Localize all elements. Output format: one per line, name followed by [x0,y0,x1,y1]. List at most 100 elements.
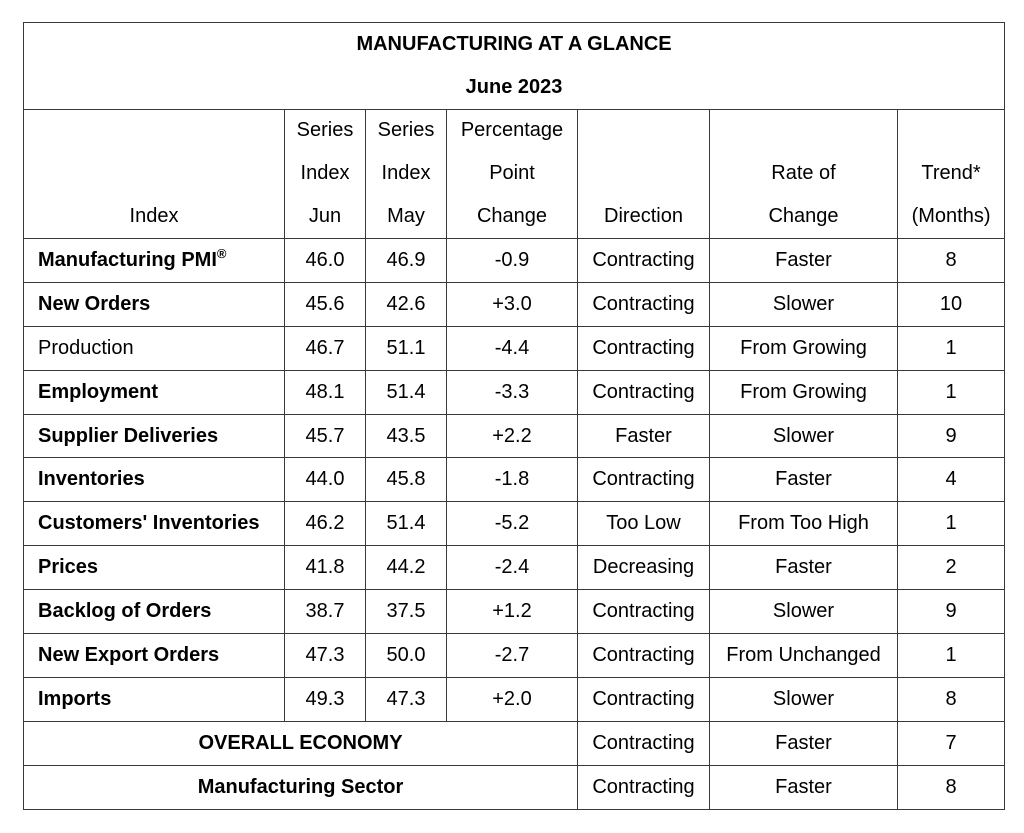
cell-series-may: 47.3 [365,676,447,722]
cell-direction: Too Low [577,501,710,547]
table-title: MANUFACTURING AT A GLANCE [22,22,1006,66]
row-index-label: Manufacturing PMI® [23,238,285,283]
cell-trend: 1 [896,633,1006,678]
table-row: Prices 41.8 44.2 -2.4 Decreasing Faster 2 [23,545,1006,591]
cell-rate-of-change: Slower [709,281,898,327]
index-name: Imports [38,687,112,710]
cell-trend: 1 [896,325,1006,371]
header-series-may: Series Index May [365,109,447,239]
index-name: Prices [38,556,99,579]
table-row: New Orders 45.6 42.6 +3.0 Contracting Slower 1… [23,281,1006,327]
cell-trend: 7 [896,720,1006,766]
cell-percentage-change: +2.0 [446,676,578,722]
index-name: Inventories [38,468,145,491]
cell-rate-of-change: From Growing [709,369,898,415]
row-index-label: Employment [23,369,285,415]
cell-trend: 8 [896,676,1006,722]
cell-rate-of-change: From Unchanged [709,633,898,678]
summary-label: Manufacturing Sector [23,764,578,810]
cell-series-jun: 48.1 [284,369,366,415]
summary-row: OVERALL ECONOMY Contracting Faster 7 [23,720,1006,766]
row-index-label: Production [23,325,285,371]
cell-series-may: 43.5 [365,413,447,459]
cell-direction: Contracting [577,281,710,327]
cell-rate-of-change: Faster [709,457,898,503]
cell-direction: Decreasing [577,545,710,591]
summary-label: OVERALL ECONOMY [23,720,578,766]
cell-series-may: 51.4 [365,369,447,415]
cell-series-jun: 47.3 [284,633,366,678]
summary-row: Manufacturing Sector Contracting Faster 8 [23,764,1006,810]
cell-rate-of-change: Slower [709,676,898,722]
cell-trend: 9 [896,589,1006,635]
row-index-label: Customers' Inventories [23,501,285,547]
cell-direction: Contracting [577,720,710,766]
cell-direction: Faster [577,413,710,459]
cell-series-jun: 46.7 [284,325,366,371]
index-name: New Export Orders [38,643,220,666]
row-index-label: New Export Orders [23,633,285,678]
row-index-label: Prices [23,545,285,591]
cell-percentage-change: -4.4 [446,325,578,371]
cell-series-may: 37.5 [365,589,447,635]
header-direction: Direction [577,109,710,239]
table-row: Supplier Deliveries 45.7 43.5 +2.2 Faster Slo… [23,413,1006,459]
cell-percentage-change: +3.0 [446,281,578,327]
header-trend: Trend* (Months) [896,109,1006,239]
table-subtitle: June 2023 [22,66,1006,110]
index-name: New Orders [38,292,151,315]
cell-series-may: 46.9 [365,238,447,283]
cell-direction: Contracting [577,369,710,415]
cell-percentage-change: -2.4 [446,545,578,591]
table-row: Backlog of Orders 38.7 37.5 +1.2 Contracting… [23,589,1006,635]
table-row: Inventories 44.0 45.8 -1.8 Contracting Faster… [23,457,1006,503]
row-index-label: Supplier Deliveries [23,413,285,459]
header-percentage-change: Percentage Point Change [446,109,578,239]
index-name: Employment [38,380,159,403]
row-index-label: Imports [23,676,285,722]
cell-rate-of-change: Faster [709,545,898,591]
cell-rate-of-change: From Too High [709,501,898,547]
cell-series-may: 45.8 [365,457,447,503]
cell-rate-of-change: Slower [709,589,898,635]
cell-series-may: 50.0 [365,633,447,678]
header-series-jun: Series Index Jun [284,109,366,239]
cell-series-jun: 44.0 [284,457,366,503]
cell-direction: Contracting [577,589,710,635]
header-row: Index Series Index Jun Series Index May … [23,109,1006,239]
index-name: Supplier Deliveries [38,424,219,447]
cell-rate-of-change: From Growing [709,325,898,371]
cell-series-jun: 38.7 [284,589,366,635]
cell-series-may: 51.1 [365,325,447,371]
cell-trend: 2 [896,545,1006,591]
cell-direction: Contracting [577,764,710,810]
index-name: Manufacturing PMI [38,248,217,271]
cell-trend: 8 [896,238,1006,283]
row-index-label: Inventories [23,457,285,503]
table-row: Customers' Inventories 46.2 51.4 -5.2 Too Lo… [23,501,1006,547]
cell-percentage-change: -1.8 [446,457,578,503]
index-name: Backlog of Orders [38,600,212,623]
header-index: Index [23,109,285,239]
header-rate-of-change: Rate of Change [709,109,898,239]
cell-direction: Contracting [577,325,710,371]
cell-series-jun: 41.8 [284,545,366,591]
cell-trend: 1 [896,501,1006,547]
cell-direction: Contracting [577,676,710,722]
manufacturing-at-a-glance-table: MANUFACTURING AT A GLANCE June 2023 Inde… [22,22,1006,810]
cell-rate-of-change: Slower [709,413,898,459]
table-row: Production 46.7 51.1 -4.4 Contracting From Gr… [23,325,1006,371]
cell-series-may: 42.6 [365,281,447,327]
table-row: New Export Orders 47.3 50.0 -2.7 Contracting… [23,633,1006,678]
cell-direction: Contracting [577,238,710,283]
table-row: Employment 48.1 51.4 -3.3 Contracting From Gr… [23,369,1006,415]
cell-percentage-change: -3.3 [446,369,578,415]
cell-series-may: 51.4 [365,501,447,547]
index-name: Production [38,336,134,359]
cell-rate-of-change: Faster [709,720,898,766]
cell-series-jun: 46.0 [284,238,366,283]
table-row: Imports 49.3 47.3 +2.0 Contracting Slower 8 [23,676,1006,722]
cell-percentage-change: -5.2 [446,501,578,547]
cell-percentage-change: +1.2 [446,589,578,635]
row-index-label: New Orders [23,281,285,327]
